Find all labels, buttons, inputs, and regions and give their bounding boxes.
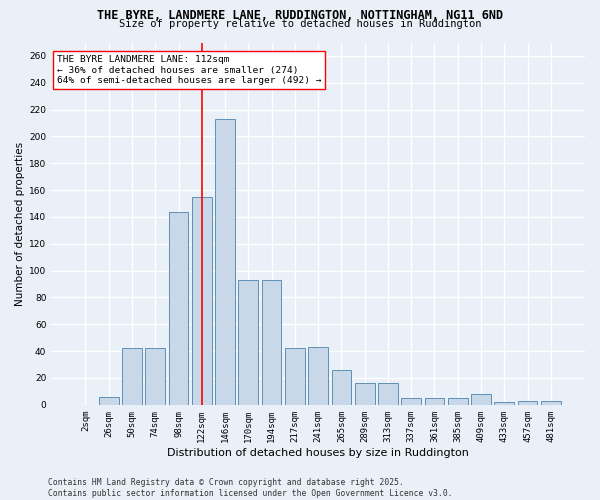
Bar — [541, 401, 561, 405]
Bar — [169, 212, 188, 405]
Bar — [355, 384, 374, 405]
Bar — [99, 397, 119, 405]
Bar — [285, 348, 305, 405]
Bar — [145, 348, 165, 405]
Bar — [308, 347, 328, 405]
Y-axis label: Number of detached properties: Number of detached properties — [15, 142, 25, 306]
Text: THE BYRE, LANDMERE LANE, RUDDINGTON, NOTTINGHAM, NG11 6ND: THE BYRE, LANDMERE LANE, RUDDINGTON, NOT… — [97, 9, 503, 22]
Bar — [518, 401, 538, 405]
Bar — [262, 280, 281, 405]
Text: THE BYRE LANDMERE LANE: 112sqm
← 36% of detached houses are smaller (274)
64% of: THE BYRE LANDMERE LANE: 112sqm ← 36% of … — [56, 55, 321, 85]
X-axis label: Distribution of detached houses by size in Ruddington: Distribution of detached houses by size … — [167, 448, 469, 458]
Bar — [448, 398, 467, 405]
Bar — [238, 280, 258, 405]
Bar — [401, 398, 421, 405]
Bar — [378, 384, 398, 405]
Bar — [494, 402, 514, 405]
Bar — [471, 394, 491, 405]
Text: Size of property relative to detached houses in Ruddington: Size of property relative to detached ho… — [119, 19, 481, 29]
Bar — [192, 197, 212, 405]
Bar — [122, 348, 142, 405]
Text: Contains HM Land Registry data © Crown copyright and database right 2025.
Contai: Contains HM Land Registry data © Crown c… — [48, 478, 452, 498]
Bar — [332, 370, 352, 405]
Bar — [425, 398, 445, 405]
Bar — [215, 119, 235, 405]
